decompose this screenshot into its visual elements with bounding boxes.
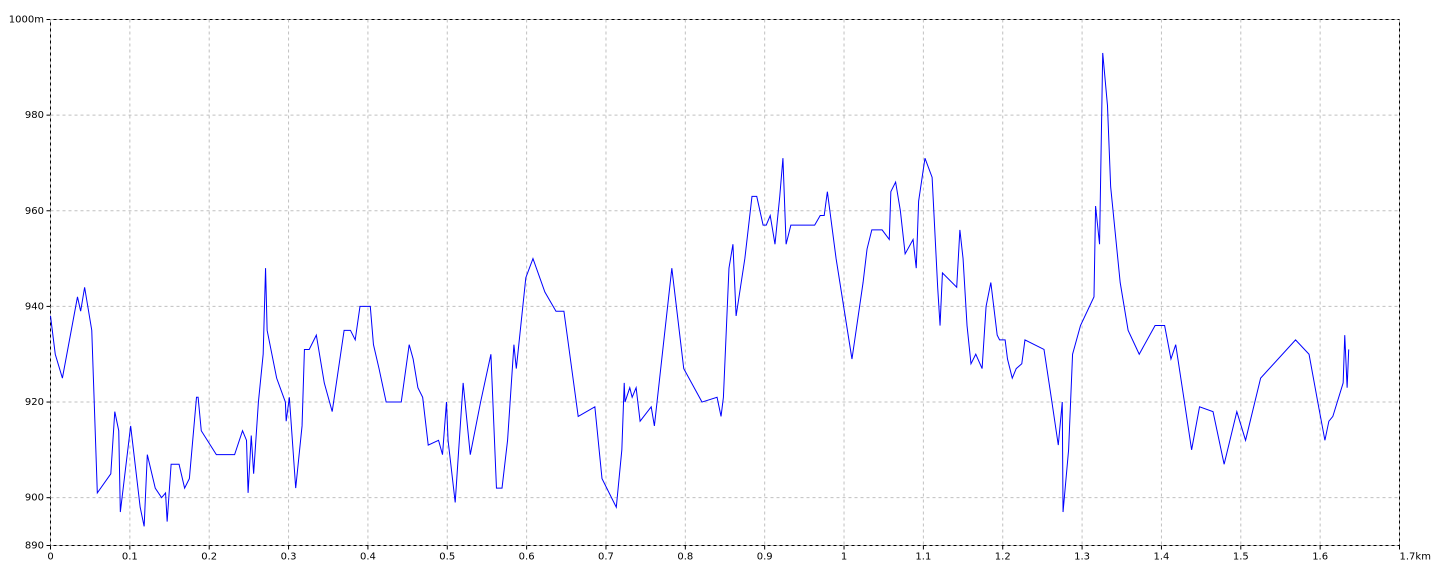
- x-tick-label: 0.1: [122, 552, 138, 563]
- x-tick-label: 1.5: [1233, 552, 1249, 563]
- x-tick-label: 1.2: [995, 552, 1011, 563]
- y-tick-label: 980: [25, 110, 44, 121]
- x-tick-label: 1: [841, 552, 847, 563]
- elevation-line: [50, 52, 1350, 527]
- y-tick-label: 920: [25, 397, 44, 408]
- x-tick-label: 1.6: [1312, 552, 1328, 563]
- y-tick-label: 1000m: [9, 15, 44, 26]
- y-tick-label: 940: [25, 301, 44, 312]
- y-tick-label: 890: [25, 541, 44, 552]
- x-tick-label: 0.4: [360, 552, 376, 563]
- x-tick-label: 1.7km: [1400, 552, 1431, 563]
- x-tick-label: 0.3: [281, 552, 297, 563]
- x-tick-label: 0.9: [757, 552, 773, 563]
- y-tick-label: 900: [25, 493, 44, 504]
- x-tick-label: 0.6: [519, 552, 535, 563]
- x-tick-label: 0.2: [201, 552, 217, 563]
- x-tick-label: 1.3: [1074, 552, 1090, 563]
- x-tick-label: 1.1: [915, 552, 931, 563]
- y-tick-label: 960: [25, 206, 44, 217]
- x-tick-label: 1.4: [1153, 552, 1169, 563]
- plot-frame: [50, 19, 1400, 546]
- x-tick-label: 0.7: [598, 552, 614, 563]
- x-tick-label: 0.8: [677, 552, 693, 563]
- x-tick-label: 0: [47, 552, 53, 563]
- x-tick-label: 0.5: [439, 552, 455, 563]
